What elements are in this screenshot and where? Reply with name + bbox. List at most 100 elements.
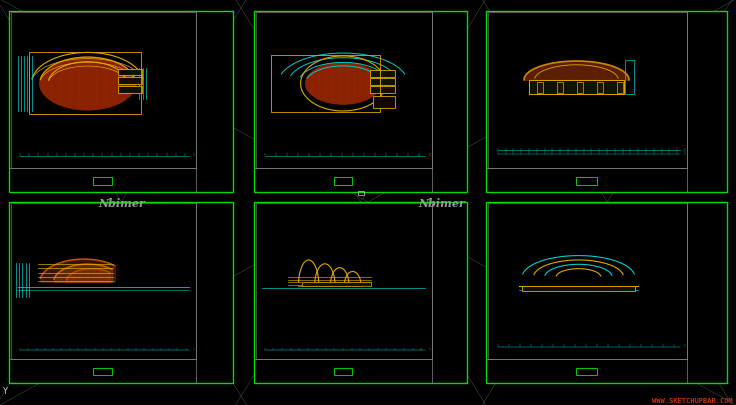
Text: Y: Y (2, 386, 7, 395)
Bar (691, 228, 719, 231)
Bar (254, 12, 467, 192)
Bar (200, 350, 226, 353)
Bar (486, 12, 727, 192)
Bar (522, 286, 635, 292)
Bar (200, 146, 226, 149)
Bar (370, 87, 395, 94)
Bar (370, 71, 395, 77)
Bar (691, 255, 719, 258)
Bar (691, 119, 719, 122)
Bar (436, 38, 460, 41)
Bar (9, 202, 233, 383)
Bar (691, 282, 719, 285)
Bar (436, 309, 460, 312)
Bar (436, 64, 460, 68)
Bar (11, 204, 197, 359)
Bar (691, 146, 719, 149)
Bar (93, 178, 112, 185)
Bar (254, 202, 467, 383)
Bar (436, 105, 460, 109)
Bar (691, 78, 719, 81)
Bar (691, 350, 719, 353)
Bar (373, 97, 395, 109)
Bar (537, 83, 543, 94)
Bar (200, 269, 226, 272)
Bar (436, 269, 460, 272)
Bar (577, 83, 584, 94)
Bar (200, 38, 226, 41)
Bar (691, 92, 719, 95)
Bar (436, 322, 460, 326)
Bar (617, 83, 623, 94)
Bar (93, 368, 112, 375)
Bar (200, 159, 226, 162)
Bar (576, 178, 597, 185)
Bar (436, 92, 460, 95)
Text: Nbimer: Nbimer (98, 198, 145, 209)
Bar (29, 53, 141, 115)
Bar (200, 309, 226, 312)
Bar (200, 78, 226, 81)
Text: Nbimer: Nbimer (418, 198, 465, 209)
Bar (256, 204, 432, 359)
Bar (358, 191, 364, 195)
Bar (436, 78, 460, 81)
Bar (691, 51, 719, 54)
Bar (118, 78, 142, 85)
Bar (200, 119, 226, 122)
Bar (200, 51, 226, 54)
Bar (436, 119, 460, 122)
Circle shape (305, 64, 381, 105)
Bar (436, 228, 460, 231)
Bar (436, 255, 460, 258)
Bar (436, 336, 460, 339)
Bar (436, 146, 460, 149)
Bar (691, 105, 719, 109)
Bar (9, 12, 233, 192)
Text: WWW.SKETCHUPBAR.COM: WWW.SKETCHUPBAR.COM (651, 397, 732, 403)
Bar (691, 64, 719, 68)
Bar (200, 322, 226, 326)
Bar (436, 132, 460, 135)
Bar (625, 60, 634, 95)
Bar (118, 69, 142, 76)
Bar (370, 79, 395, 85)
Bar (691, 336, 719, 339)
Bar (256, 13, 432, 169)
Bar (691, 241, 719, 245)
Bar (200, 228, 226, 231)
Bar (691, 322, 719, 326)
Bar (597, 83, 604, 94)
Bar (436, 159, 460, 162)
Bar (334, 178, 352, 185)
Bar (200, 282, 226, 285)
Bar (486, 202, 727, 383)
Bar (200, 255, 226, 258)
Bar (529, 81, 623, 95)
Bar (200, 105, 226, 109)
Bar (11, 13, 197, 169)
Bar (488, 13, 687, 169)
Bar (557, 83, 563, 94)
Bar (691, 309, 719, 312)
Bar (691, 159, 719, 162)
Bar (118, 87, 142, 94)
Bar (691, 296, 719, 299)
Bar (436, 51, 460, 54)
Bar (576, 368, 597, 375)
Bar (200, 64, 226, 68)
Bar (271, 55, 381, 113)
Circle shape (40, 58, 135, 111)
Bar (691, 132, 719, 135)
Bar (334, 368, 352, 375)
Bar (302, 283, 371, 286)
Bar (200, 132, 226, 135)
Bar (436, 241, 460, 245)
Bar (200, 296, 226, 299)
Bar (691, 38, 719, 41)
Bar (436, 282, 460, 285)
Bar (436, 296, 460, 299)
Bar (691, 269, 719, 272)
Bar (488, 204, 687, 359)
Bar (200, 92, 226, 95)
